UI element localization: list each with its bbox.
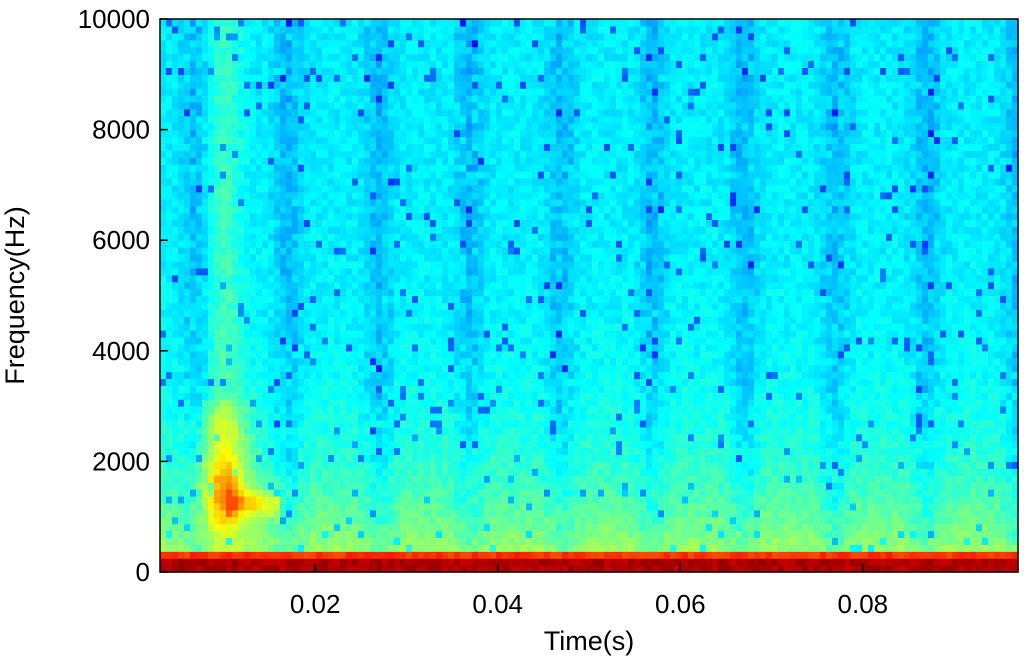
y-tick-label: 6000 bbox=[92, 225, 150, 255]
y-tick-label: 10000 bbox=[78, 4, 150, 34]
y-tick-label: 0 bbox=[136, 557, 150, 587]
x-tick-label: 0.08 bbox=[838, 589, 889, 619]
x-tick-label: 0.02 bbox=[290, 589, 341, 619]
y-axis: 0 2000 4000 6000 8000 10000 bbox=[78, 4, 168, 587]
y-tick-label: 2000 bbox=[92, 446, 150, 476]
x-axis-label: Time(s) bbox=[544, 626, 634, 656]
x-axis: 0.02 0.04 0.06 0.08 bbox=[290, 564, 888, 619]
spectrogram-heatmap bbox=[160, 19, 1019, 573]
plot-frame bbox=[159, 18, 1019, 573]
y-tick-label: 4000 bbox=[92, 336, 150, 366]
y-axis-label: Frequency(Hz) bbox=[0, 206, 30, 385]
y-tick-label: 8000 bbox=[92, 115, 150, 145]
x-tick-label: 0.06 bbox=[655, 589, 706, 619]
x-tick-label: 0.04 bbox=[472, 589, 523, 619]
